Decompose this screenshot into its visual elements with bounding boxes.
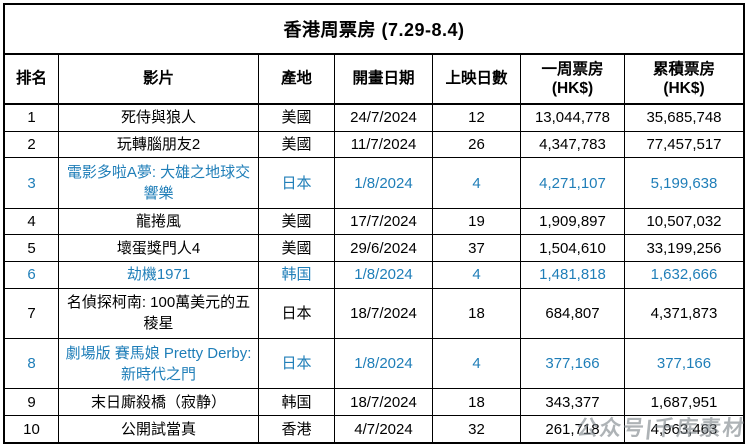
weekly-gross-cell: 1,909,897 (520, 208, 624, 235)
col-header-open-date: 開畫日期 (334, 55, 432, 103)
film-title-cell: 名偵探柯南: 100萬美元的五稜星 (58, 288, 258, 339)
table-title-text: 香港周票房 (7.29-8.4) (283, 20, 465, 40)
weekly-gross-cell: 377,166 (520, 339, 624, 389)
origin-cell: 美國 (258, 235, 334, 262)
rank-cell: 8 (27, 355, 36, 373)
rank-cell: 2 (27, 136, 36, 153)
origin-cell: 日本 (258, 339, 334, 389)
days-on-screen-cell: 37 (432, 235, 520, 262)
table-row: 4 龍捲風 美國 17/7/2024 19 1,909,897 10,507,0… (5, 208, 743, 236)
cumulative-gross-cell: 4,963,463 (624, 416, 743, 443)
days-on-screen-cell: 4 (432, 339, 520, 389)
rank-cell: 10 (23, 420, 40, 438)
table-row: 6 劫機1971 韩国 1/8/2024 4 1,481,818 1,632,6… (5, 262, 743, 289)
col-header-weekly-gross: 一周票房 (HK$) (520, 55, 624, 103)
table-header-row: 排名 影片 產地 開畫日期 上映日數 一周票房 (HK$) 累積票房 (HK$) (5, 55, 743, 105)
table-row: 9 末日廝殺橋（寂静） 韩国 18/7/2024 18 343,377 1,68… (5, 389, 743, 417)
col-header-film: 影片 (58, 55, 258, 103)
origin-cell: 香港 (258, 416, 334, 443)
film-title-cell: 劇場版 賽馬娘 Pretty Derby: 新時代之門 (58, 339, 258, 389)
film-title-cell: 末日廝殺橋（寂静） (58, 389, 258, 416)
rank-cell: 5 (27, 239, 36, 257)
cumulative-gross-cell: 33,199,256 (624, 235, 743, 262)
cumulative-gross-cell: 1,687,951 (624, 389, 743, 416)
origin-cell: 日本 (258, 158, 334, 208)
origin-cell: 日本 (258, 288, 334, 339)
open-date-cell: 18/7/2024 (334, 288, 432, 339)
open-date-cell: 1/8/2024 (334, 158, 432, 208)
film-title-cell: 龍捲風 (58, 208, 258, 235)
weekly-gross-cell: 1,504,610 (520, 235, 624, 262)
days-on-screen-cell: 4 (432, 158, 520, 208)
weekly-gross-cell: 343,377 (520, 389, 624, 416)
film-title-cell: 公開試當真 (58, 416, 258, 443)
film-title-cell: 劫機1971 (58, 262, 258, 288)
origin-cell: 美國 (258, 208, 334, 235)
days-on-screen-cell: 18 (432, 389, 520, 416)
cumulative-gross-cell: 377,166 (624, 339, 743, 389)
col-header-cumulative-gross: 累積票房 (HK$) (624, 55, 743, 103)
open-date-cell: 18/7/2024 (334, 389, 432, 416)
col-header-days: 上映日數 (432, 55, 520, 103)
film-title-cell: 壞蛋獎門人4 (58, 235, 258, 262)
table-body: 1 死侍與狼人 美國 24/7/2024 12 13,044,778 35,68… (5, 105, 743, 443)
cumulative-gross-cell: 4,371,873 (624, 288, 743, 339)
weekly-gross-cell: 4,347,783 (520, 131, 624, 158)
days-on-screen-cell: 26 (432, 131, 520, 158)
table-title: 香港周票房 (7.29-8.4) (5, 5, 743, 55)
col-header-origin: 產地 (258, 55, 334, 103)
table-row: 10 公開試當真 香港 4/7/2024 32 261,718 4,963,46… (5, 416, 743, 443)
weekly-gross-cell: 261,718 (520, 416, 624, 443)
cumulative-gross-cell: 77,457,517 (624, 131, 743, 158)
origin-cell: 韩国 (258, 262, 334, 288)
col-header-rank: 排名 (15, 70, 47, 88)
film-title-cell: 死侍與狼人 (58, 105, 258, 131)
days-on-screen-cell: 32 (432, 416, 520, 443)
weekly-gross-cell: 684,807 (520, 288, 624, 339)
origin-cell: 美國 (258, 105, 334, 131)
table-row: 7 名偵探柯南: 100萬美元的五稜星 日本 18/7/2024 18 684,… (5, 288, 743, 340)
open-date-cell: 17/7/2024 (334, 208, 432, 235)
box-office-table: 香港周票房 (7.29-8.4) 排名 影片 產地 開畫日期 上映日數 一周票房… (3, 3, 745, 444)
table-row: 2 玩轉腦朋友2 美國 11/7/2024 26 4,347,783 77,45… (5, 131, 743, 159)
rank-cell: 6 (27, 266, 36, 284)
weekly-gross-cell: 13,044,778 (520, 105, 624, 131)
open-date-cell: 11/7/2024 (334, 131, 432, 158)
open-date-cell: 4/7/2024 (334, 416, 432, 443)
open-date-cell: 1/8/2024 (334, 262, 432, 288)
origin-cell: 韩国 (258, 389, 334, 416)
rank-cell: 1 (27, 109, 36, 127)
days-on-screen-cell: 18 (432, 288, 520, 339)
cumulative-gross-cell: 35,685,748 (624, 105, 743, 131)
open-date-cell: 29/6/2024 (334, 235, 432, 262)
table-row: 8 劇場版 賽馬娘 Pretty Derby: 新時代之門 日本 1/8/202… (5, 339, 743, 390)
table-row: 3 電影多啦A夢: 大雄之地球交響樂 日本 1/8/2024 4 4,271,1… (5, 158, 743, 209)
days-on-screen-cell: 4 (432, 262, 520, 288)
table-row: 5 壞蛋獎門人4 美國 29/6/2024 37 1,504,610 33,19… (5, 235, 743, 263)
film-title-cell: 玩轉腦朋友2 (58, 131, 258, 158)
days-on-screen-cell: 12 (432, 105, 520, 131)
open-date-cell: 1/8/2024 (334, 339, 432, 389)
cumulative-gross-cell: 5,199,638 (624, 158, 743, 208)
weekly-gross-cell: 1,481,818 (520, 262, 624, 288)
open-date-cell: 24/7/2024 (334, 105, 432, 131)
rank-cell: 9 (27, 393, 36, 411)
rank-cell: 7 (27, 304, 36, 322)
rank-cell: 3 (27, 174, 36, 192)
cumulative-gross-cell: 1,632,666 (624, 262, 743, 288)
days-on-screen-cell: 19 (432, 208, 520, 235)
rank-cell: 4 (27, 213, 36, 230)
cumulative-gross-cell: 10,507,032 (624, 208, 743, 235)
film-title-cell: 電影多啦A夢: 大雄之地球交響樂 (58, 158, 258, 208)
table-row: 1 死侍與狼人 美國 24/7/2024 12 13,044,778 35,68… (5, 105, 743, 132)
origin-cell: 美國 (258, 131, 334, 158)
weekly-gross-cell: 4,271,107 (520, 158, 624, 208)
